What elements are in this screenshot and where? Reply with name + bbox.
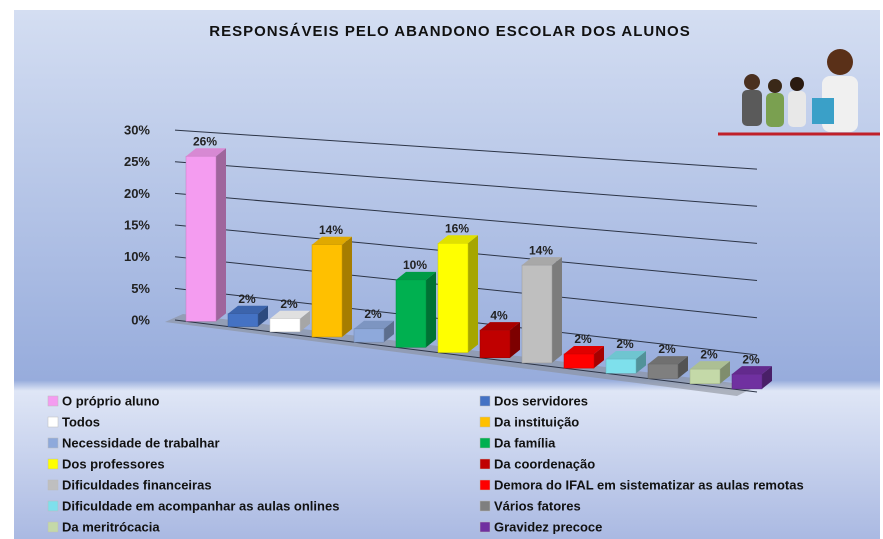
bar-side [720, 361, 730, 384]
legend-swatch [47, 479, 59, 491]
legend-label: Dos servidores [494, 393, 588, 408]
bar-side [510, 322, 520, 358]
value-label: 2% [658, 342, 676, 356]
legend-swatch [479, 458, 491, 470]
bar-top [564, 345, 604, 354]
bar-top [480, 322, 520, 331]
y-tick-label: 20% [124, 186, 150, 201]
bar-side [552, 257, 562, 363]
value-label: 14% [319, 223, 343, 237]
legend-swatch [479, 416, 491, 428]
value-label: 2% [616, 337, 634, 351]
bar-top [606, 351, 646, 360]
y-tick-label: 5% [131, 281, 150, 296]
legend-label: Dificuldades financeiras [62, 477, 212, 492]
value-label: 2% [280, 297, 298, 311]
bar [269, 318, 301, 333]
legend-label: Demora do IFAL em sistematizar as aulas … [494, 477, 804, 492]
bar-side [636, 351, 646, 374]
value-label: 2% [238, 292, 256, 306]
legend-swatch [479, 479, 491, 491]
bar-side [258, 305, 268, 327]
value-label: 2% [364, 307, 382, 321]
bar [689, 368, 721, 384]
bar-side [468, 235, 478, 353]
legend-swatch [47, 437, 59, 449]
bar-top [396, 271, 436, 280]
value-label: 2% [574, 332, 592, 346]
legend-label: O próprio aluno [62, 393, 160, 408]
grid-line [174, 192, 758, 244]
bar-top [648, 356, 688, 365]
legend: O próprio aluno Dos servidores Todos Da ins… [47, 393, 804, 534]
y-tick-label: 0% [131, 312, 150, 327]
plot-area: 0% 5% 10% 15% 20% 25% 30% 26% 2% 2% 14% 2% 10% 16% 4% 1… [124, 123, 772, 396]
bar [647, 363, 679, 379]
legend-label: Vários fatores [494, 498, 581, 513]
bar-side [594, 345, 604, 369]
bar-top [354, 320, 394, 329]
legend-label: Gravidez precoce [494, 519, 602, 534]
bar-top [732, 366, 772, 375]
bar [521, 264, 553, 364]
bar [185, 155, 217, 322]
bar-side [216, 148, 226, 322]
legend-label: Da coordenação [494, 456, 595, 471]
bar-top [228, 305, 268, 314]
bar-top [312, 236, 352, 245]
value-label: 2% [742, 352, 760, 366]
bar-top [690, 361, 730, 370]
bar-side [300, 310, 310, 332]
bar [731, 373, 763, 390]
legend-swatch [47, 395, 59, 407]
legend-swatch [47, 458, 59, 470]
legend-swatch [47, 521, 59, 533]
students-picture [718, 49, 880, 136]
y-tick-label: 25% [124, 154, 150, 169]
legend-swatch [479, 437, 491, 449]
bar [563, 353, 595, 369]
bar-top [186, 148, 226, 157]
chart-title: RESPONSÁVEIS PELO ABANDONO ESCOLAR DOS A… [209, 23, 690, 40]
y-tick-label: 15% [124, 217, 150, 232]
legend-swatch [479, 521, 491, 533]
y-tick-label: 10% [124, 249, 150, 264]
bar-side [678, 356, 688, 379]
bar-top [270, 310, 310, 319]
bar-side [762, 366, 772, 389]
value-label: 14% [529, 243, 553, 257]
grid-line [174, 161, 758, 207]
value-label: 16% [445, 221, 469, 235]
value-label: 4% [490, 308, 508, 322]
legend-swatch [47, 416, 59, 428]
legend-swatch [479, 500, 491, 512]
legend-swatch [47, 500, 59, 512]
legend-label: Da família [494, 435, 556, 450]
bar [437, 243, 469, 353]
legend-label: Todos [62, 414, 100, 429]
bar [479, 329, 511, 358]
legend-label: Da meritrócacia [62, 519, 160, 534]
legend-label: Dificuldade em acompanhar as aulas onlin… [62, 498, 339, 513]
value-label: 26% [193, 134, 217, 148]
y-tick-label: 30% [124, 123, 150, 138]
legend-label: Dos professores [62, 456, 165, 471]
value-label: 10% [403, 258, 427, 272]
grid-line [174, 129, 758, 170]
legend-label: Da instituição [494, 414, 579, 429]
bar-top [522, 257, 562, 266]
bar-side [384, 320, 394, 343]
legend-label: Necessidade de trabalhar [62, 435, 220, 450]
legend-swatch [479, 395, 491, 407]
value-label: 2% [700, 347, 718, 361]
bar-side [426, 271, 436, 348]
bar [605, 358, 637, 374]
bar-top [438, 235, 478, 244]
bar [395, 279, 427, 348]
bar [353, 328, 385, 343]
bar-side [342, 236, 352, 337]
bar [311, 244, 343, 338]
bar [227, 313, 259, 327]
